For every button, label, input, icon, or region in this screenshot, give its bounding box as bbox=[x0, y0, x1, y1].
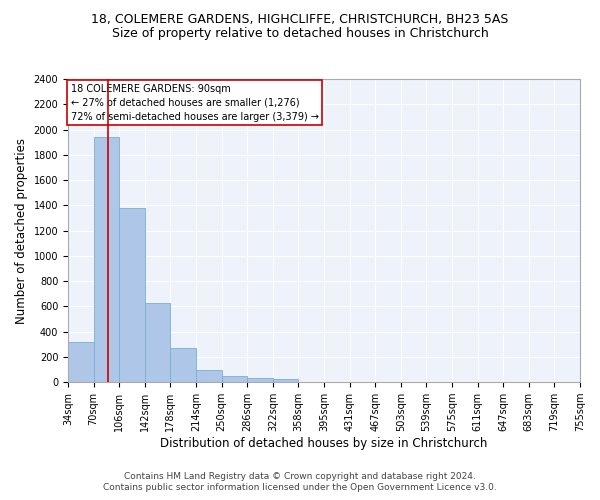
Bar bbox=[196, 370, 221, 382]
Text: Contains HM Land Registry data © Crown copyright and database right 2024.: Contains HM Land Registry data © Crown c… bbox=[124, 472, 476, 481]
Bar bbox=[145, 302, 170, 382]
Bar bbox=[119, 208, 145, 382]
Bar bbox=[170, 348, 196, 382]
Text: Size of property relative to detached houses in Christchurch: Size of property relative to detached ho… bbox=[112, 28, 488, 40]
Text: Contains public sector information licensed under the Open Government Licence v3: Contains public sector information licen… bbox=[103, 484, 497, 492]
Bar bbox=[221, 376, 247, 382]
Y-axis label: Number of detached properties: Number of detached properties bbox=[15, 138, 28, 324]
X-axis label: Distribution of detached houses by size in Christchurch: Distribution of detached houses by size … bbox=[160, 437, 488, 450]
Bar bbox=[273, 379, 298, 382]
Text: 18, COLEMERE GARDENS, HIGHCLIFFE, CHRISTCHURCH, BH23 5AS: 18, COLEMERE GARDENS, HIGHCLIFFE, CHRIST… bbox=[91, 12, 509, 26]
Bar bbox=[68, 342, 94, 382]
Text: 18 COLEMERE GARDENS: 90sqm
← 27% of detached houses are smaller (1,276)
72% of s: 18 COLEMERE GARDENS: 90sqm ← 27% of deta… bbox=[71, 84, 319, 122]
Bar bbox=[94, 137, 119, 382]
Bar bbox=[247, 378, 273, 382]
